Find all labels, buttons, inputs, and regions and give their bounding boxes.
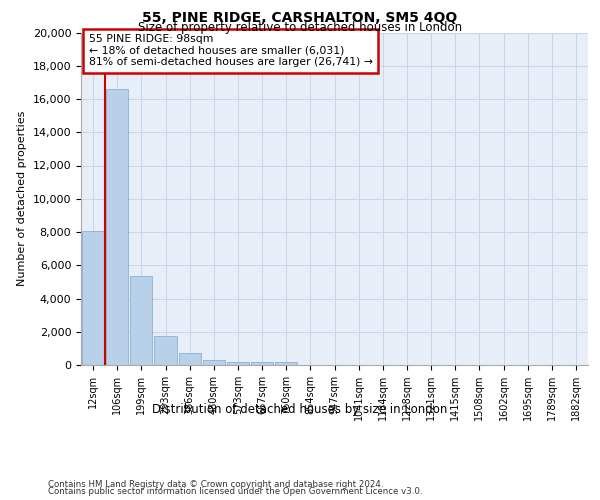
Bar <box>275 362 298 365</box>
Bar <box>227 362 249 365</box>
Text: Contains HM Land Registry data © Crown copyright and database right 2024.: Contains HM Land Registry data © Crown c… <box>48 480 383 489</box>
Text: Contains public sector information licensed under the Open Government Licence v3: Contains public sector information licen… <box>48 487 422 496</box>
Bar <box>179 354 201 365</box>
Bar <box>82 231 104 365</box>
Bar <box>106 89 128 365</box>
Bar <box>130 276 152 365</box>
Bar <box>154 336 176 365</box>
Bar <box>251 362 273 365</box>
Text: Distribution of detached houses by size in London: Distribution of detached houses by size … <box>152 402 448 415</box>
Bar <box>203 360 225 365</box>
Text: 55, PINE RIDGE, CARSHALTON, SM5 4QQ: 55, PINE RIDGE, CARSHALTON, SM5 4QQ <box>142 12 458 26</box>
Text: 55 PINE RIDGE: 98sqm
← 18% of detached houses are smaller (6,031)
81% of semi-de: 55 PINE RIDGE: 98sqm ← 18% of detached h… <box>89 34 373 68</box>
Y-axis label: Number of detached properties: Number of detached properties <box>17 111 27 286</box>
Text: Size of property relative to detached houses in London: Size of property relative to detached ho… <box>138 22 462 35</box>
